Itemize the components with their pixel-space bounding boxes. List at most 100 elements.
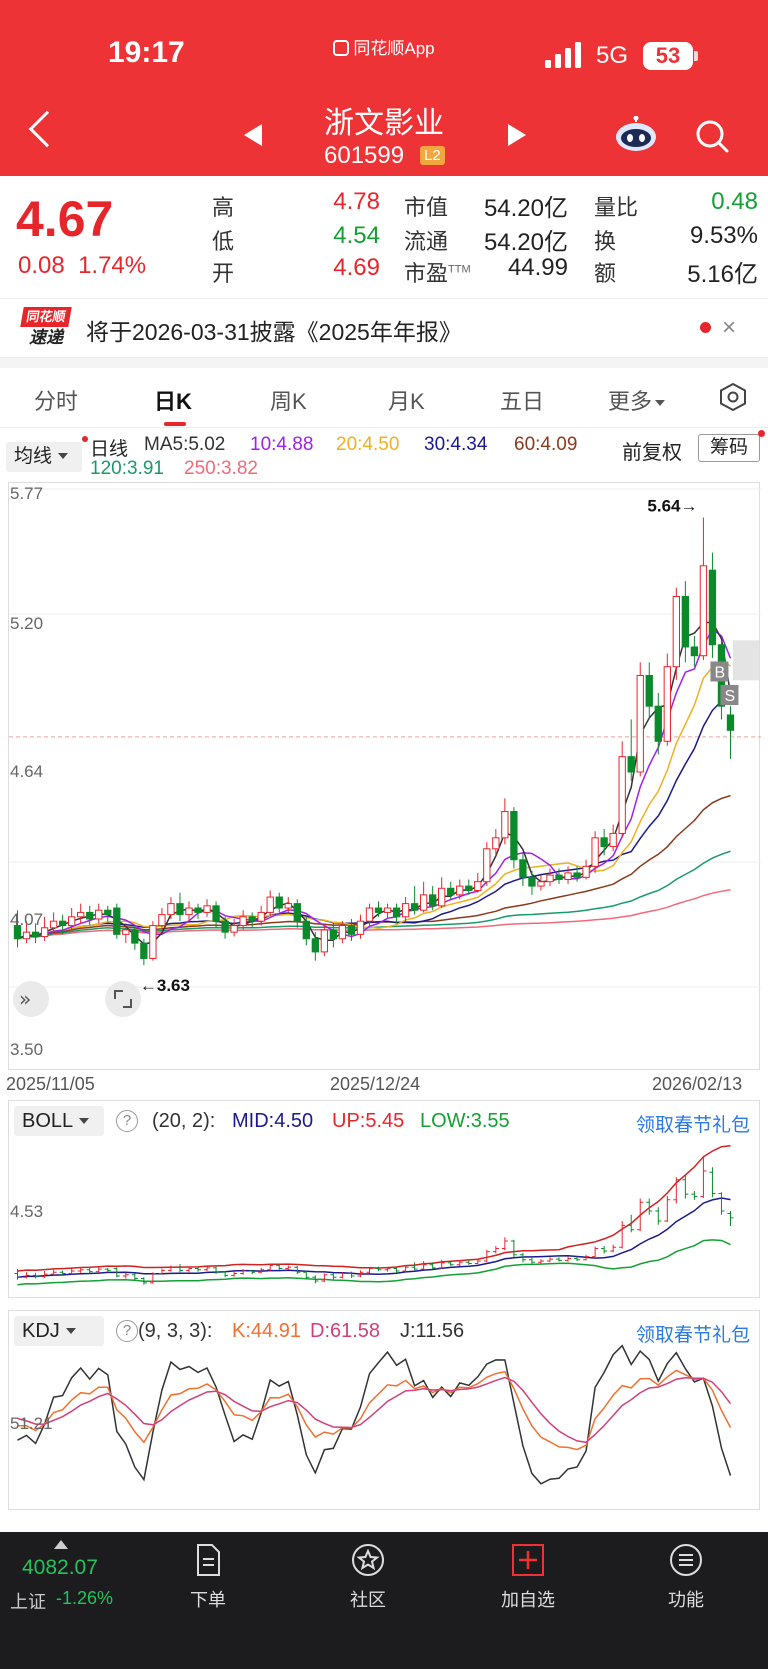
- pe-label-sup: TTM: [448, 263, 471, 276]
- candle-body: [609, 832, 617, 848]
- news-banner[interactable]: 同花顺 速递 将于2026-03-31披露《2025年年报》: [0, 298, 768, 358]
- index-value[interactable]: 4082.07: [22, 1556, 98, 1579]
- candle: [13, 910, 22, 948]
- candle-body: [167, 903, 175, 916]
- tab-monthly-k[interactable]: 月K: [388, 389, 425, 414]
- candle: [519, 853, 527, 887]
- amount-label: 额: [594, 261, 617, 286]
- candle-body: [501, 810, 509, 839]
- candle: [690, 635, 699, 667]
- candle-body: [392, 907, 401, 918]
- boll-upper-line: [17, 1145, 731, 1272]
- news-text[interactable]: 将于2026-03-31披露《2025年年报》: [86, 319, 462, 345]
- candle: [636, 662, 644, 777]
- candle-body: [492, 837, 500, 850]
- candle-body: [230, 925, 238, 933]
- ma-selector[interactable]: 均线: [6, 442, 82, 472]
- chevron-down-icon: [79, 1118, 90, 1124]
- candle-body: [591, 837, 599, 867]
- candle-body: [654, 705, 662, 742]
- tab-intraday[interactable]: 分时: [34, 389, 79, 414]
- l2-badge[interactable]: L2: [420, 146, 445, 165]
- nav-functions[interactable]: 功能: [636, 1542, 736, 1612]
- candle-body: [266, 896, 274, 913]
- tab-more[interactable]: 更多: [608, 384, 666, 416]
- kdj-y-tick: 51.21: [10, 1414, 53, 1433]
- candlestick-chart[interactable]: 5.64→ ←3.63 B S »: [8, 482, 761, 1071]
- candle-body: [429, 894, 437, 907]
- gift-link[interactable]: 领取春节礼包: [636, 1115, 751, 1136]
- candle-body: [383, 907, 392, 913]
- candle-body: [708, 569, 717, 646]
- kdj-d: D:61.58: [310, 1320, 381, 1342]
- candle-body: [546, 874, 554, 883]
- expand-left-button[interactable]: [13, 981, 49, 1017]
- battery-indicator: 53: [643, 42, 698, 70]
- chip-distribution-button[interactable]: 筹码: [698, 434, 760, 462]
- candle: [230, 918, 238, 937]
- candle: [149, 921, 157, 961]
- last-price: 4.67: [16, 191, 114, 247]
- pe-value: 44.99: [507, 254, 568, 281]
- kdj-svg: [17, 1344, 732, 1485]
- ma-selector-label: 均线: [14, 446, 53, 467]
- candle-body: [456, 885, 464, 896]
- mcap-value: 54.20亿: [483, 195, 568, 222]
- candle-body: [95, 909, 103, 920]
- kdj-j-line: [17, 1344, 732, 1485]
- boll-panel[interactable]: [8, 1100, 760, 1298]
- candle: [618, 741, 626, 838]
- ma10-value: 10:4.88: [250, 434, 314, 455]
- candle: [726, 706, 735, 759]
- candlestick-svg[interactable]: 5.64→ ←3.63 BS »: [9, 483, 761, 1071]
- news-close-button[interactable]: ×: [722, 314, 737, 341]
- nav-add-watchlist[interactable]: 加自选: [478, 1542, 578, 1612]
- tab-five-day[interactable]: 五日: [500, 389, 545, 414]
- candle-body: [537, 881, 545, 887]
- nav-community[interactable]: 社区: [318, 1542, 418, 1612]
- candle: [645, 662, 653, 720]
- next-stock-button[interactable]: [508, 124, 526, 146]
- nav-order[interactable]: 下单: [158, 1542, 258, 1612]
- candle: [627, 719, 635, 781]
- ma30-value: 30:4.34: [424, 434, 488, 455]
- ma10-line: [17, 628, 732, 940]
- candle: [31, 923, 40, 944]
- tab-weekly-k[interactable]: 周K: [270, 389, 307, 414]
- gift-link[interactable]: 领取春节礼包: [636, 1325, 751, 1346]
- tab-daily-k[interactable]: 日K: [154, 389, 192, 414]
- amount-value: 5.16亿: [687, 261, 758, 288]
- prev-stock-button[interactable]: [244, 124, 262, 146]
- kdj-params: (9, 3, 3):: [138, 1320, 213, 1342]
- kdj-panel[interactable]: [8, 1310, 760, 1510]
- candle-body: [158, 914, 166, 927]
- index-change: -1.26%: [56, 1588, 114, 1608]
- hexagon-settings-icon[interactable]: [718, 382, 748, 412]
- ma60-value: 60:4.09: [514, 434, 578, 455]
- candle: [383, 903, 392, 919]
- candle-body: [77, 911, 85, 918]
- help-icon[interactable]: ?: [116, 1320, 138, 1342]
- ma120-value: 120:3.91: [90, 458, 164, 479]
- boll-selector[interactable]: BOLL: [14, 1106, 104, 1136]
- help-icon[interactable]: ?: [116, 1110, 138, 1132]
- vol-ratio-label: 量比: [594, 195, 639, 220]
- boll-params: (20, 2):: [152, 1110, 216, 1132]
- fullscreen-button[interactable]: [105, 981, 141, 1017]
- adjust-mode-button[interactable]: 前复权: [622, 442, 682, 464]
- candle-body: [645, 674, 653, 707]
- candle-body: [347, 925, 356, 935]
- candle: [176, 892, 184, 922]
- vol-ratio-value: 0.48: [711, 188, 758, 215]
- search-icon[interactable]: [694, 118, 730, 154]
- candle: [429, 886, 437, 911]
- candle-body: [131, 929, 139, 944]
- candle-body: [663, 666, 671, 742]
- y-tick-label: 4.07: [10, 910, 44, 929]
- y-tick-label: 3.50: [10, 1040, 44, 1059]
- nav-functions-label: 功能: [668, 1590, 704, 1610]
- robot-assistant-icon[interactable]: [614, 116, 658, 152]
- candle: [546, 868, 554, 887]
- kdj-selector[interactable]: KDJ: [14, 1316, 104, 1346]
- candle: [266, 890, 274, 917]
